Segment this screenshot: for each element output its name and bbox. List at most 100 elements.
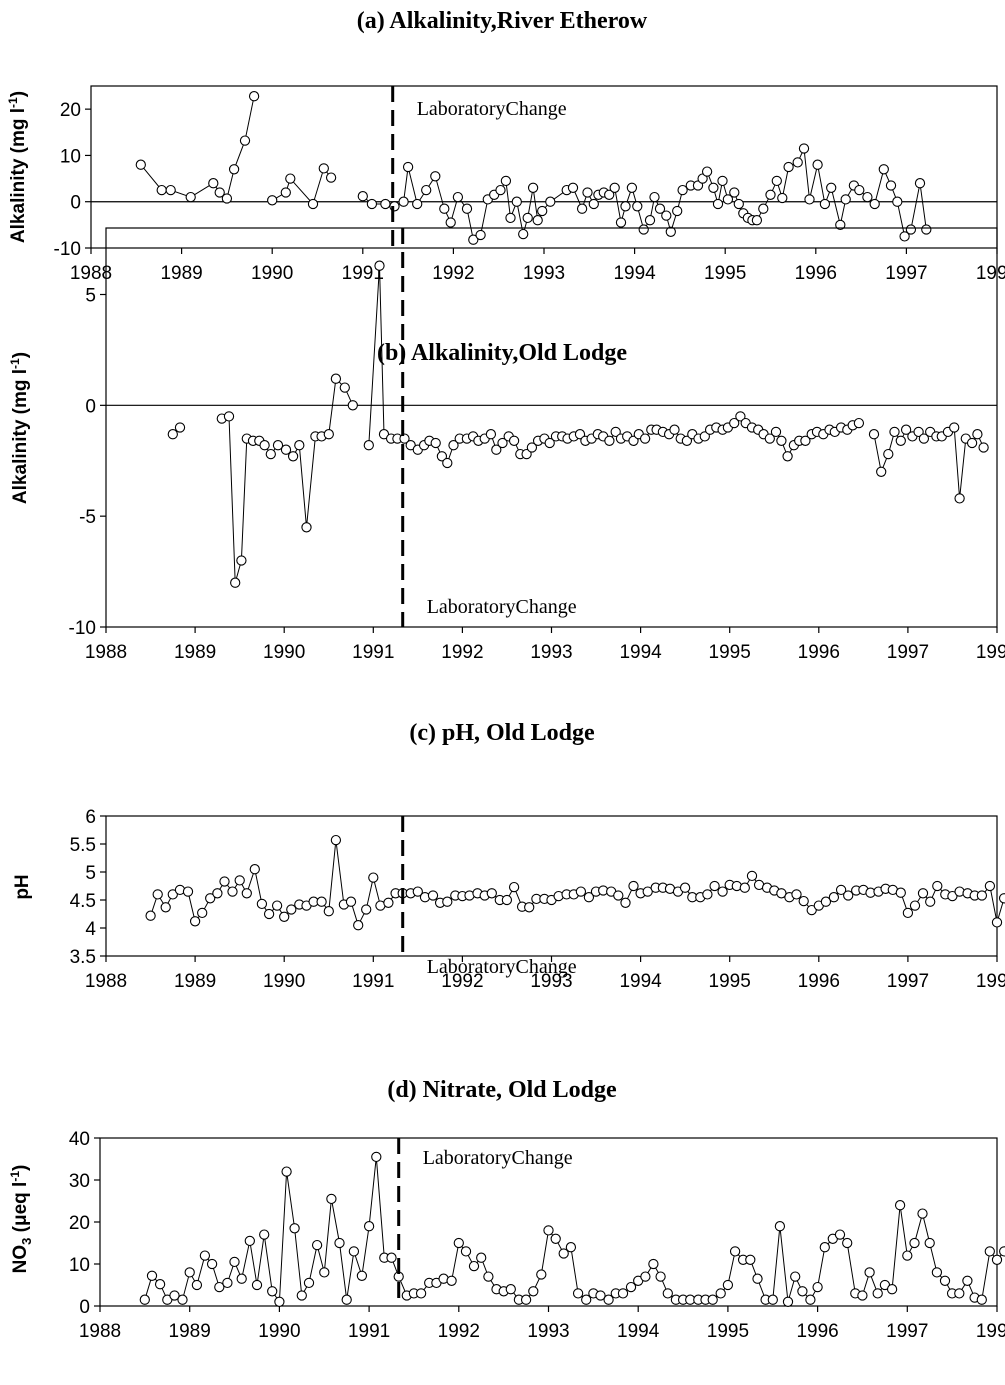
- data-point: [722, 1279, 734, 1291]
- data-point: [279, 911, 290, 922]
- data-point: [483, 1271, 494, 1282]
- data-point: [751, 215, 763, 226]
- data-point: [857, 1290, 868, 1301]
- data-point: [374, 260, 385, 271]
- data-point: [363, 1221, 375, 1232]
- x-tick-label: 1992: [438, 1321, 480, 1342]
- data-point: [609, 182, 620, 193]
- x-tick-label: 1989: [169, 1321, 211, 1342]
- data-point: [782, 1296, 794, 1307]
- x-tick-label: 1994: [619, 642, 662, 663]
- data-point: [966, 437, 978, 449]
- data-point: [595, 1290, 606, 1301]
- x-tick-label: 1993: [530, 642, 572, 663]
- data-point: [357, 191, 368, 202]
- y-label-main: NO: [10, 1245, 31, 1274]
- y-tick-label: -10: [69, 618, 96, 639]
- data-point: [415, 1288, 427, 1299]
- y-tick-label: 5: [85, 286, 96, 307]
- x-tick-label: 1995: [707, 1321, 749, 1342]
- x-tick-label: 1989: [174, 642, 216, 663]
- data-point: [511, 196, 522, 207]
- x-tick-label: 1997: [887, 971, 929, 992]
- data-point: [326, 1193, 337, 1205]
- data-point: [521, 448, 532, 460]
- data-point: [185, 191, 196, 203]
- data-point: [812, 1281, 823, 1293]
- data-point: [892, 196, 903, 207]
- data-point: [430, 171, 441, 182]
- data-point: [325, 172, 337, 183]
- data-point: [285, 173, 296, 184]
- data-point: [804, 194, 815, 205]
- data-point: [917, 1208, 928, 1219]
- data-point: [729, 1246, 741, 1257]
- x-tick-label: 1989: [160, 263, 202, 284]
- data-point: [522, 212, 533, 224]
- y-tick-label: 10: [69, 1255, 90, 1276]
- data-point: [241, 888, 252, 899]
- data-point: [508, 881, 520, 893]
- data-point: [345, 896, 357, 907]
- data-point: [296, 1290, 307, 1301]
- y-tick-label: 0: [85, 396, 96, 417]
- data-point: [883, 448, 894, 460]
- data-point: [286, 904, 297, 915]
- data-point: [145, 910, 156, 921]
- data-point: [468, 1260, 480, 1272]
- data-point: [791, 889, 802, 900]
- data-point: [442, 896, 453, 907]
- data-point: [909, 1237, 920, 1249]
- data-point: [461, 203, 473, 214]
- y-tick-label: -10: [54, 239, 81, 260]
- data-point: [798, 895, 809, 907]
- y-label-rest: (μeq l: [10, 1182, 31, 1238]
- x-tick-label: 1998: [976, 263, 1005, 284]
- data-point: [895, 887, 906, 898]
- data-point: [319, 1267, 330, 1278]
- data-point: [527, 182, 539, 193]
- data-point: [259, 440, 270, 451]
- data-point: [878, 164, 889, 175]
- data-point: [348, 1246, 360, 1257]
- data-point: [642, 886, 653, 897]
- data-point: [139, 1294, 150, 1305]
- data-point: [380, 198, 391, 210]
- data-point: [654, 203, 666, 214]
- series-line: [150, 840, 1005, 927]
- data-point: [797, 1286, 808, 1297]
- y-label-sup: -1: [6, 97, 20, 108]
- data-point: [868, 429, 880, 440]
- data-point: [212, 888, 223, 899]
- data-point: [249, 864, 260, 875]
- data-point: [701, 166, 713, 177]
- data-point: [189, 916, 201, 927]
- data-point: [146, 1270, 158, 1281]
- data-point: [776, 435, 787, 446]
- laboratory-change-label: LaboratoryChange: [417, 98, 567, 120]
- data-point: [991, 917, 1003, 928]
- data-point: [862, 191, 873, 203]
- data-point: [655, 1271, 666, 1282]
- data-point: [248, 91, 260, 102]
- data-point: [854, 184, 865, 196]
- data-point: [872, 1288, 883, 1299]
- data-point: [239, 135, 251, 146]
- data-point: [894, 1200, 906, 1211]
- x-tick-label: 1990: [263, 971, 305, 992]
- data-point: [191, 1279, 203, 1291]
- data-point: [386, 1252, 397, 1263]
- data-point: [722, 194, 734, 205]
- y-tick-label: 5.5: [70, 835, 96, 856]
- data-point: [954, 1288, 965, 1299]
- y-tick-label: 40: [69, 1129, 90, 1150]
- data-point: [221, 193, 233, 204]
- x-tick-label: 1995: [704, 263, 746, 284]
- data-point: [453, 1237, 464, 1249]
- data-point: [798, 143, 810, 154]
- data-point: [924, 1237, 935, 1249]
- data-point: [777, 192, 788, 204]
- data-point: [909, 900, 921, 911]
- data-point: [234, 875, 245, 886]
